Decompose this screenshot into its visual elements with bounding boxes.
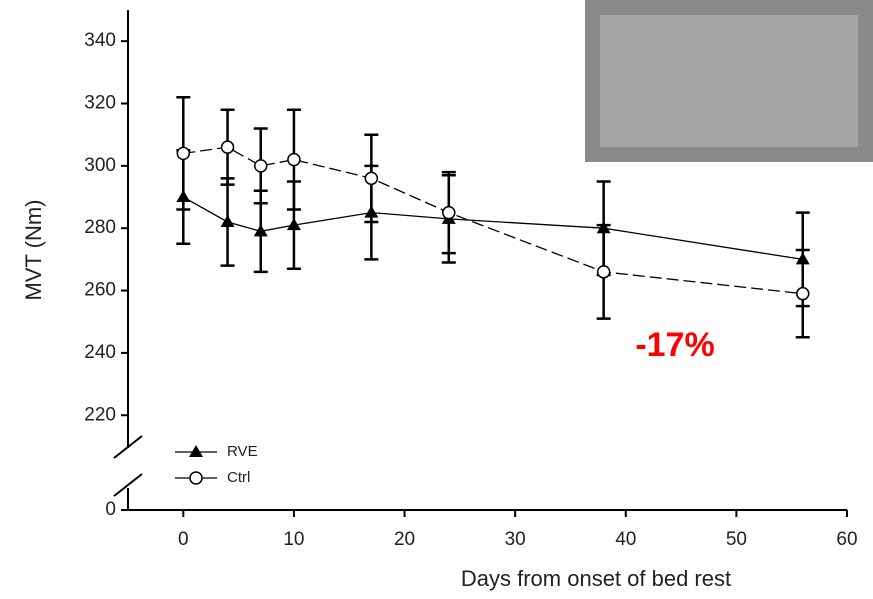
- marker: [189, 445, 203, 457]
- marker: [253, 159, 268, 173]
- marker: [176, 146, 191, 161]
- y-tick-label: 340: [84, 30, 116, 51]
- x-tick-label: 0: [178, 529, 189, 550]
- marker: [253, 224, 268, 237]
- marker: [596, 265, 611, 279]
- y-tick-label: 0: [105, 499, 116, 520]
- y-tick-label: 280: [84, 217, 116, 238]
- photo-inset-detail: [600, 15, 858, 147]
- y-tick-label: 300: [84, 155, 116, 176]
- x-tick-label: 50: [726, 529, 747, 550]
- marker: [442, 205, 456, 220]
- marker: [286, 218, 301, 231]
- marker: [364, 205, 379, 218]
- legend-label: Ctrl: [227, 469, 250, 486]
- y-tick-label: 220: [84, 404, 116, 425]
- axis-break: [113, 435, 143, 459]
- legend-label: RVE: [227, 443, 258, 460]
- marker: [189, 471, 203, 485]
- series-line: [182, 196, 803, 261]
- marker: [176, 190, 191, 203]
- x-tick-label: 20: [394, 529, 415, 550]
- x-tick-label: 30: [505, 529, 526, 550]
- annotation: -17%: [635, 326, 714, 364]
- marker: [796, 286, 810, 301]
- marker: [795, 252, 810, 265]
- x-axis-label: Days from onset of bed rest: [461, 566, 731, 591]
- marker: [287, 152, 301, 167]
- marker: [596, 221, 611, 234]
- x-tick-label: 40: [615, 529, 636, 550]
- series-line: [183, 146, 803, 295]
- y-tick-label: 240: [84, 342, 116, 363]
- x-tick-label: 60: [836, 529, 857, 550]
- marker: [220, 140, 235, 154]
- x-tick-label: 10: [283, 529, 304, 550]
- y-tick-label: 320: [84, 93, 116, 114]
- axis-break: [113, 473, 143, 497]
- y-axis-label: MVT (Nm): [21, 199, 46, 300]
- marker: [364, 171, 379, 186]
- y-tick-label: 260: [84, 280, 116, 301]
- marker: [220, 214, 235, 227]
